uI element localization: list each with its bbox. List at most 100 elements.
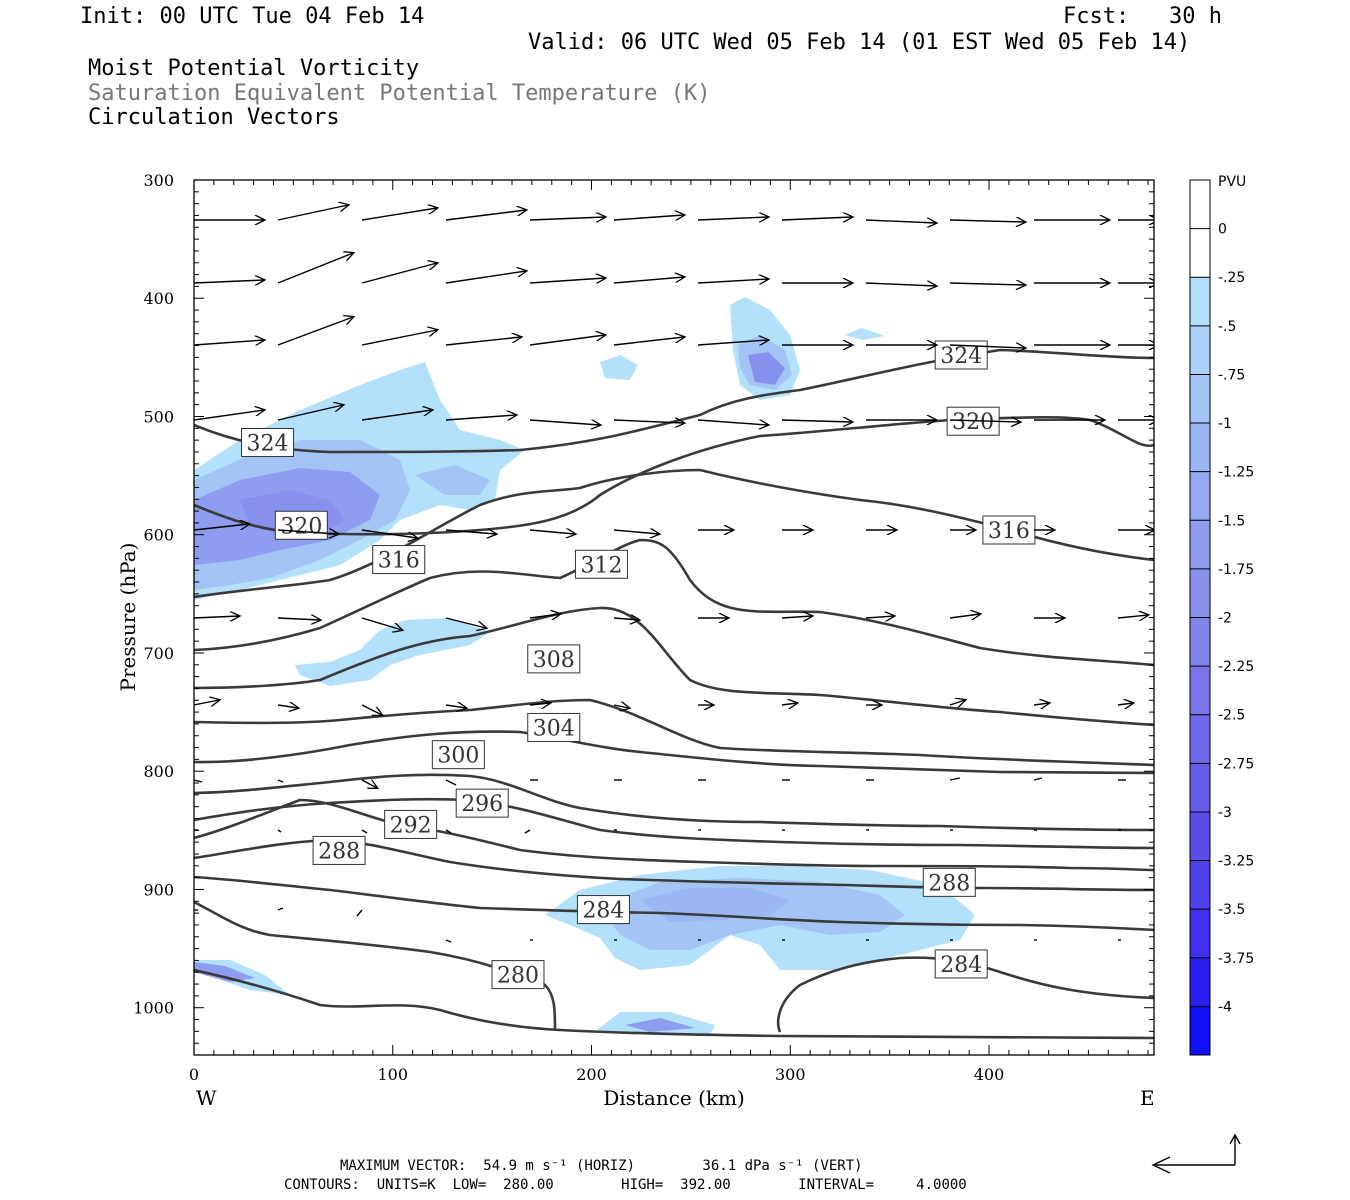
x-tick-label: 300 (775, 1065, 806, 1084)
svg-text:308: 308 (533, 648, 575, 673)
vector-arrow (949, 345, 1025, 348)
svg-text:296: 296 (461, 792, 503, 817)
colorbar-swatch (1190, 520, 1210, 569)
vector-arrow (781, 703, 797, 705)
contour-label: 288 (312, 835, 366, 865)
contour-line (194, 538, 1154, 667)
field-title-mpv: Moist Potential Vorticity (88, 56, 420, 81)
colorbar-label: -.5 (1218, 319, 1236, 335)
vector-arrow (445, 829, 452, 834)
colorbar-swatch (1190, 811, 1210, 861)
contour-labels: 324 320 316 312 308 304 300 296 292 288 284 280 324 3… (241, 340, 1036, 990)
vector-arrow (865, 220, 936, 223)
vector-arrow (277, 829, 282, 833)
y-tick-label: 400 (143, 289, 174, 308)
y-tick-label: 500 (143, 407, 174, 426)
svg-text:280: 280 (497, 964, 539, 989)
vector-arrow (361, 263, 437, 284)
vector-arrow (361, 529, 417, 538)
contour-line (194, 798, 1154, 872)
vector-arrow (613, 277, 684, 284)
vector-arrow (277, 779, 284, 783)
vector-arrow (361, 208, 437, 221)
vector-arrow (529, 217, 605, 220)
vector-arrow (529, 530, 575, 534)
contour-line (194, 900, 557, 1031)
colorbar-label: -2.5 (1218, 708, 1245, 724)
vector-arrow (1117, 615, 1148, 618)
x-tick-label: 200 (576, 1065, 607, 1084)
vector-arrow (361, 410, 432, 421)
x-tick-label: 100 (377, 1065, 408, 1084)
colorbar-swatch (1190, 1006, 1210, 1055)
contour-label: 292 (384, 809, 438, 839)
x-end-label-east: E (1140, 1086, 1155, 1110)
y-tick-label: 800 (143, 762, 174, 781)
contour-line (194, 773, 1154, 832)
vector-arrow (613, 215, 684, 220)
vector-arrow (277, 253, 353, 284)
colorbar-label: -1 (1218, 416, 1232, 432)
colorbar-swatch (1190, 909, 1210, 958)
contour-label: 316 (982, 515, 1036, 545)
vector-arrow (445, 415, 516, 420)
y-tick-label: 700 (143, 644, 174, 663)
colorbar-label: -2 (1218, 611, 1232, 627)
contour-line (194, 875, 1154, 932)
contour-label: 304 (527, 712, 581, 742)
svg-text:324: 324 (940, 344, 982, 369)
svg-text:320: 320 (280, 514, 322, 539)
contour-label: 316 (372, 545, 426, 575)
vector-arrow (781, 616, 812, 618)
svg-text:304: 304 (533, 716, 575, 741)
vector-arrow (1033, 777, 1043, 781)
svg-text:316: 316 (378, 549, 420, 574)
x-axis-title: Distance (km) (603, 1086, 745, 1110)
colorbar-swatch (1190, 957, 1210, 1007)
colorbar-label: -3.25 (1218, 854, 1254, 870)
colorbar-label: -2.75 (1218, 756, 1254, 772)
colorbar-swatch (1190, 617, 1210, 667)
contour-line (194, 968, 1154, 1040)
colorbar-swatch (1190, 180, 1210, 229)
vector-arrow (613, 705, 629, 708)
vector-arrow (445, 337, 521, 346)
vector-arrow (949, 614, 980, 618)
vector-arrow (781, 217, 852, 220)
vector-arrow (277, 405, 343, 421)
vector-arrow (524, 829, 531, 834)
y-axis-title: Pressure (hPa) (116, 543, 140, 692)
vector-arrow (356, 909, 363, 917)
contour-label: 320 (274, 510, 328, 540)
colorbar-swatch (1190, 277, 1210, 326)
vector-arrow (949, 283, 1025, 285)
vector-arrow (1033, 703, 1049, 705)
vector-arrow (445, 939, 452, 943)
vector-arrow (529, 703, 550, 705)
contour-label: 324 (241, 428, 295, 457)
colorbar-label: -.25 (1218, 270, 1245, 286)
colorbar-unit: PVU (1218, 174, 1246, 190)
vector-arrow (194, 700, 219, 705)
colorbar-label: -1.5 (1218, 513, 1245, 529)
contour-label: 284 (934, 949, 988, 979)
contour-label: 296 (455, 788, 509, 818)
colorbar-label: -1.25 (1218, 465, 1254, 481)
svg-text:312: 312 (580, 553, 622, 578)
vector-arrow (445, 530, 496, 534)
vector-arrow (949, 777, 961, 781)
colorbar-swatch (1190, 763, 1210, 812)
vector-arrow (277, 530, 338, 534)
svg-text:292: 292 (390, 813, 432, 838)
contour-line (194, 348, 1154, 454)
vector-arrow (781, 420, 852, 422)
vector-arrow (361, 617, 402, 630)
vector-arrow (697, 340, 768, 345)
vector-arrow (529, 278, 605, 283)
contour-label: 284 (576, 895, 630, 925)
colorbar-label: -3 (1218, 805, 1232, 821)
valid-time: Valid: 06 UTC Wed 05 Feb 14 (01 EST Wed … (528, 30, 1191, 55)
vector-arrow (865, 616, 894, 618)
svg-text:288: 288 (318, 839, 360, 864)
